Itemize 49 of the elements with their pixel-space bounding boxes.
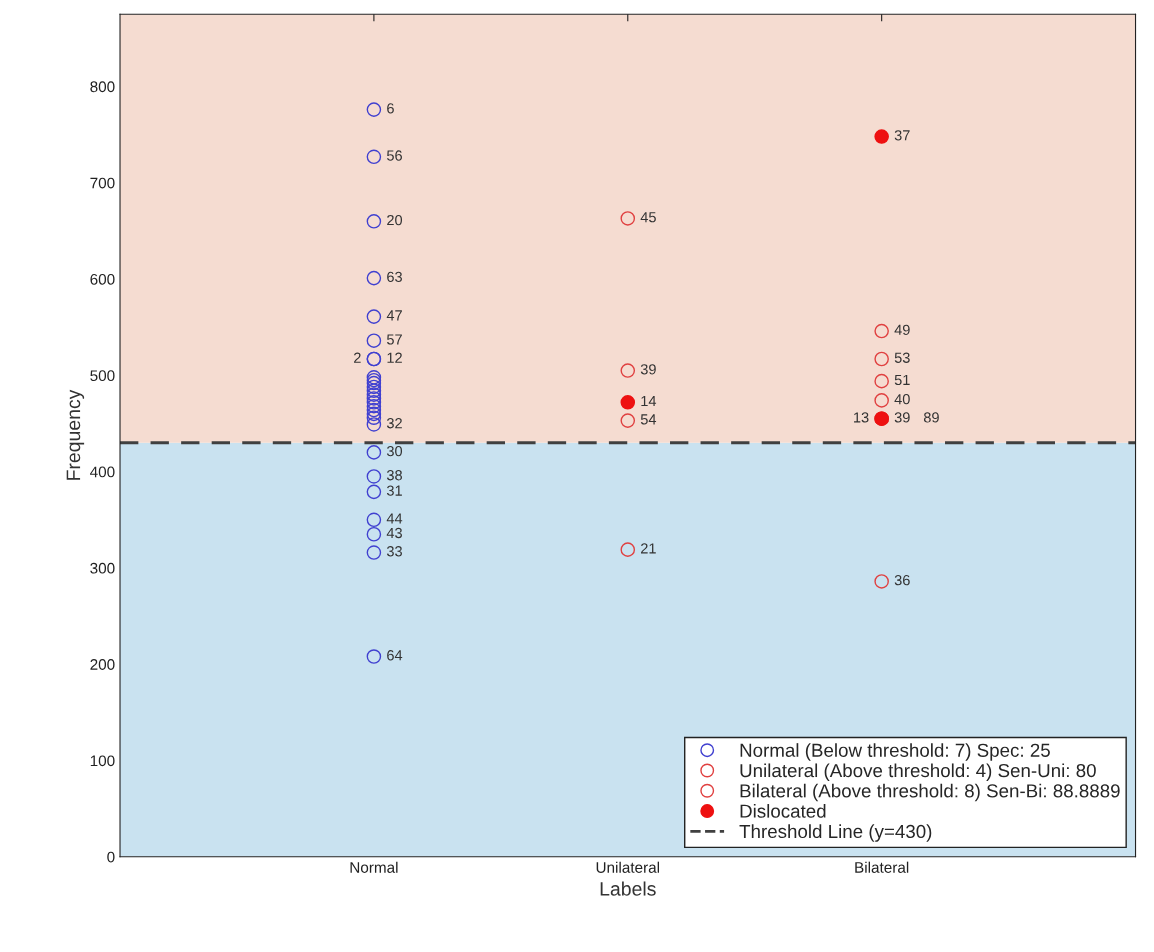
- x-tick-label: Bilateral: [855, 861, 909, 873]
- annotation: 63: [387, 271, 402, 283]
- annotation: 13: [854, 412, 869, 423]
- annotation: 33: [386, 546, 402, 557]
- annotation: 20: [387, 214, 403, 226]
- annotation: 54: [640, 414, 657, 425]
- y-tick-label: 300: [90, 562, 115, 574]
- annotation: 89: [923, 412, 939, 423]
- annotation: 56: [386, 150, 402, 161]
- annotation: 31: [386, 485, 402, 496]
- annotation: 47: [386, 310, 402, 321]
- y-tick-label: 200: [90, 659, 115, 670]
- annotation: 37: [894, 130, 910, 141]
- x-tick-label: Unilateral: [596, 861, 660, 873]
- annotation: 6: [387, 103, 394, 114]
- legend-label: Dislocated: [740, 804, 826, 818]
- y-tick-label: 0: [107, 851, 115, 863]
- annotation: 30: [386, 445, 403, 457]
- annotation: 38: [386, 470, 402, 481]
- annotation: 14: [641, 396, 657, 407]
- annotation: 51: [894, 374, 910, 386]
- annotation: 32: [386, 418, 402, 429]
- annotation: 45: [640, 212, 656, 223]
- annotation: 57: [386, 334, 402, 345]
- legend-label: Unilateral (Above threshold: 4) Sen-Uni: 80: [740, 763, 1096, 781]
- y-tick-label: 700: [90, 177, 115, 189]
- x-tick-label: Normal: [350, 861, 398, 873]
- annotation: 49: [894, 324, 910, 335]
- annotation: 53: [894, 352, 910, 363]
- legend-label: Normal (Below threshold: 7) Spec: 25: [740, 743, 1050, 761]
- y-tick-label: 400: [90, 466, 115, 478]
- annotation: 39: [640, 364, 656, 375]
- x-axis-title: Labels: [600, 881, 656, 896]
- annotation: 21: [641, 543, 656, 554]
- annotation: 64: [387, 650, 403, 661]
- annotation: 36: [894, 575, 910, 586]
- y-tick-label: 100: [90, 755, 115, 767]
- y-tick-label: 800: [90, 81, 115, 93]
- annotation: 44: [386, 513, 403, 524]
- annotation: 39: [894, 412, 910, 423]
- annotation: 43: [386, 527, 402, 539]
- annotation: 12: [387, 352, 402, 363]
- annotation: 2: [354, 352, 361, 363]
- y-axis-title: Frequency: [66, 389, 85, 480]
- annotation: 40: [894, 393, 910, 405]
- y-tick-label: 500: [90, 370, 115, 382]
- legend-label: Bilateral (Above threshold: 8) Sen-Bi: 88.8889: [740, 783, 1120, 802]
- y-tick-label: 600: [90, 273, 115, 285]
- legend-label: Threshold Line (y=430): [739, 824, 932, 842]
